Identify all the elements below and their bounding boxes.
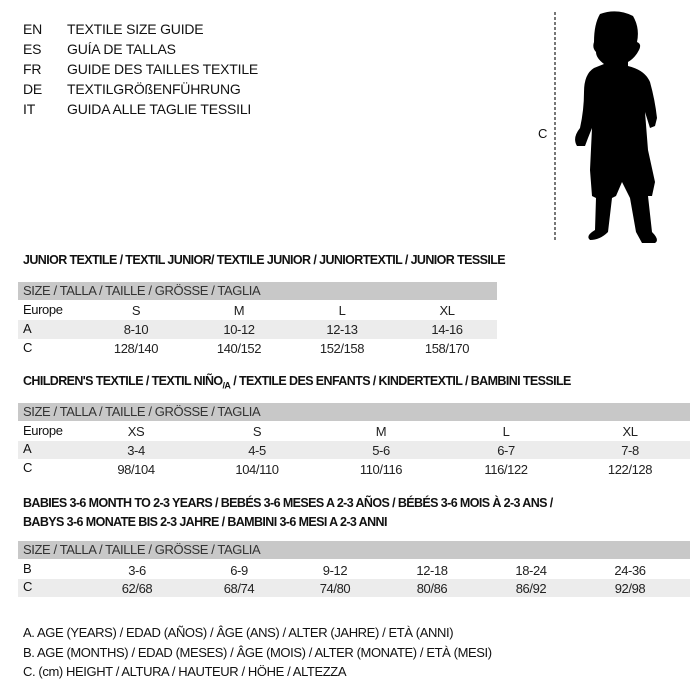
cell: 5-6 <box>372 443 390 458</box>
lang-title: GUIDE DES TAILLES TEXTILE <box>67 61 259 77</box>
cell: 152/158 <box>319 341 365 356</box>
cell: 14-16 <box>431 322 463 337</box>
cell: 68/74 <box>223 581 255 596</box>
child-silhouette-icon <box>554 11 657 243</box>
row-label: A <box>23 321 32 336</box>
cell: 4-5 <box>248 443 266 458</box>
table-header: SIZE / TALLA / TAILLE / GRÖSSE / TAGLIA <box>23 542 261 557</box>
table-header: SIZE / TALLA / TAILLE / GRÖSSE / TAGLIA <box>23 404 261 419</box>
lang-code: FR <box>23 61 42 77</box>
lang-code: ES <box>23 41 42 57</box>
lang-title: TEXTILE SIZE GUIDE <box>67 21 204 37</box>
lang-title: GUIDA ALLE TAGLIE TESSILI <box>67 101 252 117</box>
cell: 8-10 <box>123 322 149 337</box>
cell: S <box>131 303 141 318</box>
cell: 9-12 <box>322 563 348 578</box>
junior-section-title: JUNIOR TEXTILE / TEXTIL JUNIOR/ TEXTILE … <box>23 253 506 267</box>
row-label: Europe <box>23 423 63 438</box>
table-header: SIZE / TALLA / TAILLE / GRÖSSE / TAGLIA <box>23 283 261 298</box>
cell: 24-36 <box>614 563 646 578</box>
cell: 158/170 <box>424 341 470 356</box>
lang-code: IT <box>23 101 36 117</box>
cell: 12-13 <box>326 322 358 337</box>
cell: 92/98 <box>614 581 646 596</box>
cell: 12-18 <box>416 563 448 578</box>
lang-title: GUÍA DE TALLAS <box>67 41 176 57</box>
cell: 80/86 <box>416 581 448 596</box>
row-label: A <box>23 441 32 456</box>
cell: 6-9 <box>230 563 248 578</box>
cell: 18-24 <box>515 563 547 578</box>
cell: XL <box>439 303 455 318</box>
cell: 7-8 <box>621 443 639 458</box>
legend-item: B. AGE (MONTHS) / EDAD (MESES) / ÂGE (MO… <box>23 645 492 660</box>
cell: M <box>233 303 245 318</box>
cell: L <box>502 424 510 439</box>
cell: 3-6 <box>128 563 146 578</box>
height-measure-label: C <box>538 126 547 141</box>
row-label: C <box>23 340 32 355</box>
cell: 62/68 <box>121 581 153 596</box>
children-section-title: CHILDREN'S TEXTILE / TEXTIL NIÑO/A / TEX… <box>23 374 571 391</box>
cell: 110/116 <box>359 462 403 477</box>
babies-section-title: BABIES 3-6 MONTH TO 2-3 YEARS / BEBÉS 3-… <box>23 496 553 510</box>
cell: 116/122 <box>484 462 528 477</box>
cell: 128/140 <box>113 341 159 356</box>
lang-code: EN <box>23 21 43 37</box>
cell: 104/110 <box>235 462 279 477</box>
legend-item: C. (cm) HEIGHT / ALTURA / HAUTEUR / HÖHE… <box>23 664 347 679</box>
row-label: Europe <box>23 302 63 317</box>
row-label: C <box>23 579 32 594</box>
row-label: C <box>23 460 32 475</box>
cell: M <box>375 424 387 439</box>
row-label: B <box>23 561 32 576</box>
cell: 98/104 <box>117 462 155 477</box>
cell: 6-7 <box>497 443 515 458</box>
cell: 10-12 <box>223 322 255 337</box>
cell: 122/128 <box>607 462 653 477</box>
cell: L <box>338 303 346 318</box>
lang-code: DE <box>23 81 43 97</box>
babies-section-title-line2: BABYS 3-6 MONATE BIS 2-3 JAHRE / BAMBINI… <box>23 515 387 529</box>
lang-title: TEXTILGRÖßENFÜHRUNG <box>67 81 241 97</box>
cell: S <box>252 424 262 439</box>
legend-item: A. AGE (YEARS) / EDAD (AÑOS) / ÂGE (ANS)… <box>23 625 454 640</box>
cell: 3-4 <box>127 443 145 458</box>
cell: 74/80 <box>319 581 351 596</box>
cell: XL <box>622 424 638 439</box>
cell: 86/92 <box>515 581 547 596</box>
cell: XS <box>127 424 145 439</box>
cell: 140/152 <box>216 341 262 356</box>
